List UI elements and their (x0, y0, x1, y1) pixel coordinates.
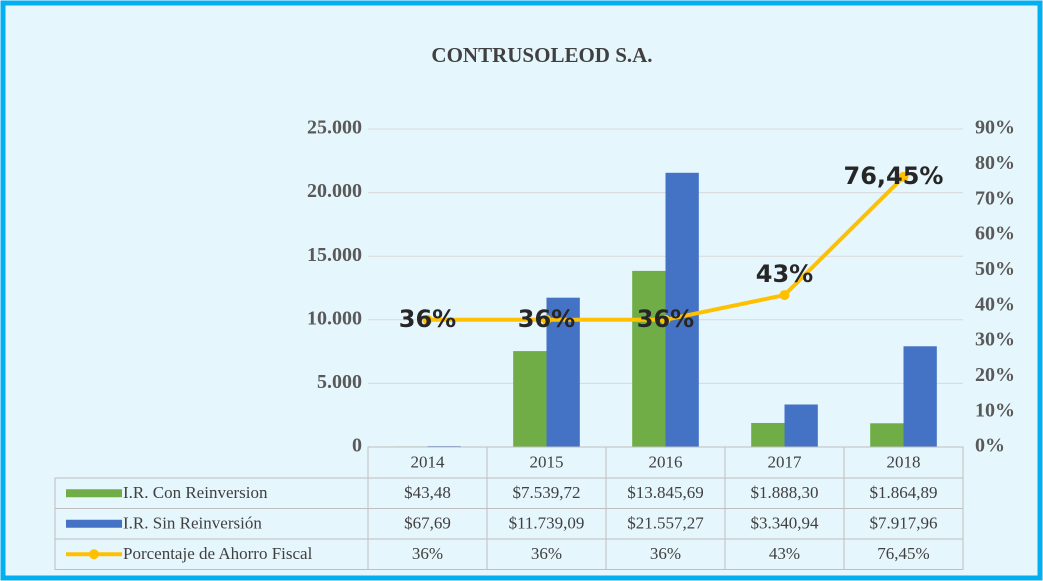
data-label: 36% (399, 305, 456, 333)
y-tick-label: 5.000 (317, 371, 362, 393)
table-cell: 76,45% (877, 544, 929, 563)
y-tick-label: 20.000 (307, 180, 362, 202)
y2-tick-label: 0% (975, 435, 1005, 457)
line-marker (779, 290, 790, 301)
x-tick-label: 2014 (411, 452, 446, 471)
y2-tick-label: 60% (975, 223, 1015, 245)
legend-key (66, 519, 122, 528)
bar (903, 346, 937, 447)
table-cell: $7.917,96 (870, 514, 938, 533)
data-label: 36% (637, 305, 694, 333)
legend-label: I.R. Con Reinversion (123, 483, 268, 502)
bar (513, 351, 547, 447)
table-cell: $3.340,94 (751, 514, 820, 533)
y-tick-label: 15.000 (307, 244, 362, 266)
y2-tick-label: 50% (975, 258, 1015, 280)
table-cell: 36% (412, 544, 443, 563)
table-cell: $21.557,27 (627, 514, 704, 533)
bar (665, 172, 699, 448)
data-label: 76,45% (844, 162, 944, 190)
legend-key (66, 489, 122, 498)
y2-tick-label: 90% (975, 117, 1015, 139)
y-tick-label: 10.000 (307, 307, 362, 329)
line-marker (898, 171, 909, 182)
line-marker (541, 314, 552, 325)
bar (751, 422, 785, 447)
chart-title: CONTRUSOLEOD S.A. (431, 43, 652, 67)
y2-tick-label: 80% (975, 152, 1015, 174)
y-tick-label: 25.000 (307, 117, 362, 139)
y2-tick-label: 20% (975, 364, 1015, 386)
data-label: 43% (756, 260, 813, 288)
table-row (54, 538, 964, 570)
line-marker (422, 314, 433, 325)
table-cell: 36% (650, 544, 681, 563)
table-cell: $1.864,89 (870, 483, 938, 502)
y-tick-label: 0 (352, 435, 362, 457)
data-label: 36% (518, 305, 575, 333)
y2-tick-label: 70% (975, 187, 1015, 209)
table-cell: $43,48 (404, 483, 451, 502)
legend-key-marker (89, 549, 99, 560)
bar (870, 423, 904, 447)
table-cell: 36% (531, 544, 562, 563)
bar (632, 270, 666, 447)
table-cell: $67,69 (404, 514, 451, 533)
legend-label: Porcentaje de Ahorro Fiscal (123, 544, 313, 563)
legend-label: I.R. Sin Reinversión (123, 514, 262, 533)
table-cell: $1.888,30 (751, 483, 819, 502)
line-marker (660, 314, 671, 325)
y2-tick-label: 10% (975, 399, 1015, 421)
x-tick-label: 2018 (887, 452, 921, 471)
bar (784, 404, 818, 447)
table-cell: 43% (769, 544, 800, 563)
table-cell: $7.539,72 (513, 483, 581, 502)
y2-tick-label: 30% (975, 329, 1015, 351)
table-cell: $11.739,09 (509, 514, 585, 533)
x-tick-label: 2016 (649, 452, 683, 471)
x-tick-label: 2017 (768, 452, 803, 471)
y2-tick-label: 40% (975, 293, 1015, 315)
table-cell: $13.845,69 (627, 483, 704, 502)
x-tick-label: 2015 (530, 452, 564, 471)
bar (546, 297, 580, 447)
